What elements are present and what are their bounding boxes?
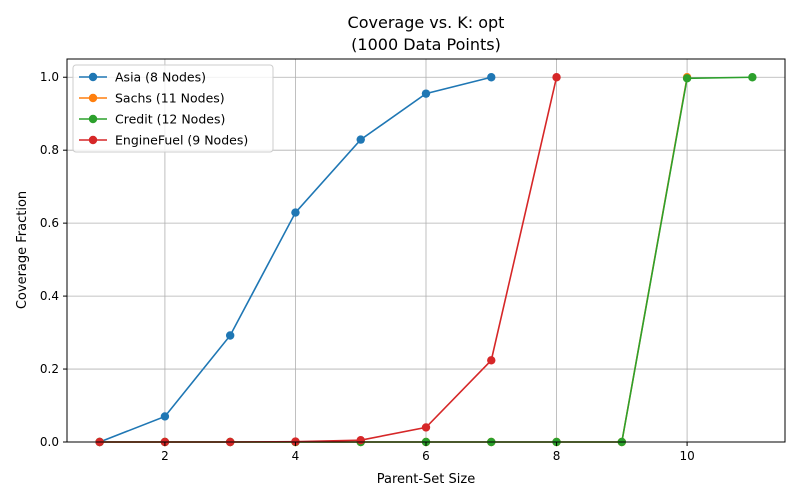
- data-point: [356, 135, 365, 144]
- legend-item: Credit (12 Nodes): [79, 112, 225, 127]
- data-point: [487, 356, 496, 365]
- x-tick-label: 8: [553, 449, 561, 463]
- legend-marker: [88, 135, 98, 145]
- y-tick-label: 0.8: [40, 143, 59, 157]
- data-point: [421, 89, 431, 98]
- chart-title: Coverage vs. K: opt: [348, 13, 505, 32]
- data-point: [160, 412, 170, 421]
- y-tick-label: 0.2: [40, 362, 59, 376]
- data-point: [552, 73, 561, 82]
- legend-marker: [88, 114, 98, 124]
- x-tick-label: 2: [161, 449, 169, 463]
- data-point: [356, 435, 365, 445]
- y-tick-label: 1.0: [40, 70, 59, 84]
- y-tick-label: 0.0: [40, 435, 59, 449]
- data-point: [225, 331, 235, 340]
- x-tick-label: 6: [422, 449, 430, 463]
- legend-marker: [88, 93, 98, 103]
- x-tick-label: 10: [679, 449, 694, 463]
- data-point: [421, 423, 431, 432]
- legend-label: Sachs (11 Nodes): [115, 91, 225, 106]
- data-point: [748, 73, 757, 82]
- x-axis-label: Parent-Set Size: [377, 472, 475, 487]
- data-point: [291, 208, 300, 217]
- y-tick-label: 0.6: [40, 216, 59, 230]
- legend-box: [72, 64, 274, 153]
- legend-marker: [88, 72, 98, 82]
- legend-item: Sachs (11 Nodes): [79, 91, 225, 106]
- legend-item: Asia (8 Nodes): [79, 70, 206, 85]
- legend-label: EngineFuel (9 Nodes): [115, 133, 248, 148]
- legend-item: EngineFuel (9 Nodes): [79, 133, 248, 148]
- ticks: 2 4 6 8 10 0.0 0.2 0.4 0.6 0.8 1.0: [40, 70, 695, 463]
- legend-label: Credit (12 Nodes): [115, 112, 225, 127]
- x-tick-label: 4: [292, 449, 300, 463]
- chart-subtitle: (1000 Data Points): [351, 35, 501, 54]
- y-axis-label: Coverage Fraction: [15, 191, 30, 309]
- legend: Asia (8 Nodes) Sachs (11 Nodes) Credit (12…: [72, 64, 274, 153]
- data-point: [487, 73, 496, 82]
- data-point: [682, 74, 692, 83]
- legend-label: Asia (8 Nodes): [115, 70, 206, 85]
- y-tick-label: 0.4: [40, 289, 59, 303]
